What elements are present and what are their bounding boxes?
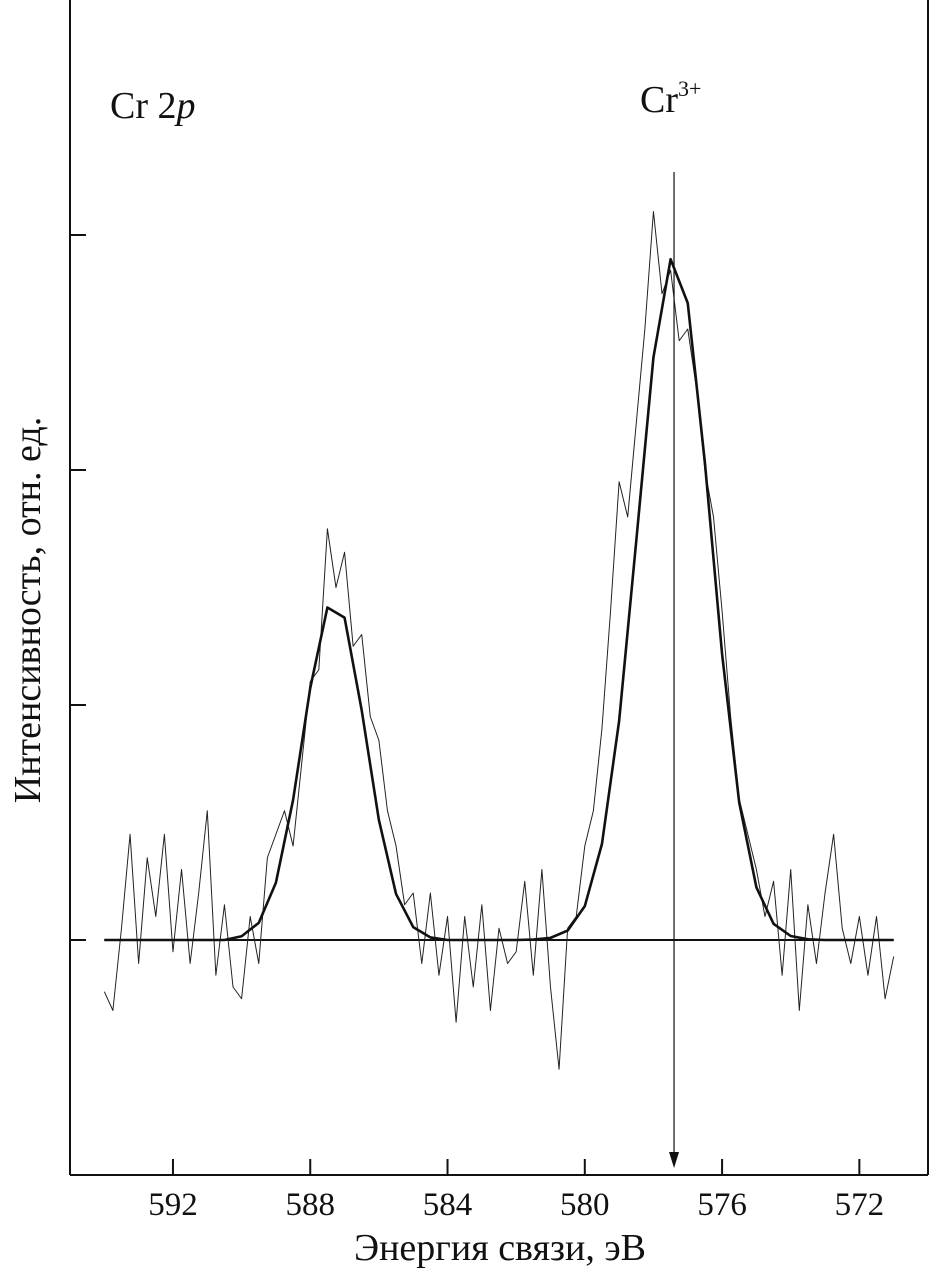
- x-tick-label: 588: [285, 1187, 335, 1223]
- x-tick-label: 572: [835, 1187, 885, 1223]
- label-italic: p: [174, 85, 196, 127]
- x-axis-label: Энергия связи, эВ: [354, 1227, 646, 1269]
- x-tick-label: 576: [697, 1187, 747, 1223]
- peak-label-sup: 3+: [678, 76, 701, 101]
- peak-label-text: Cr: [640, 79, 678, 121]
- peak-marker-arrow: [669, 1152, 680, 1168]
- label-text: Cr 2: [110, 85, 177, 127]
- y-axis-label: Интенсивность, отн. ед.: [7, 417, 49, 803]
- peak-label: Cr3+: [640, 76, 701, 121]
- x-tick-label: 580: [560, 1187, 610, 1223]
- x-tick-label: 584: [423, 1187, 473, 1223]
- spectrum-line: [104, 257, 894, 942]
- frame: [69, 0, 929, 1176]
- spectrum-label: Cr 2p: [110, 85, 196, 127]
- x-tick-label: 592: [148, 1187, 198, 1223]
